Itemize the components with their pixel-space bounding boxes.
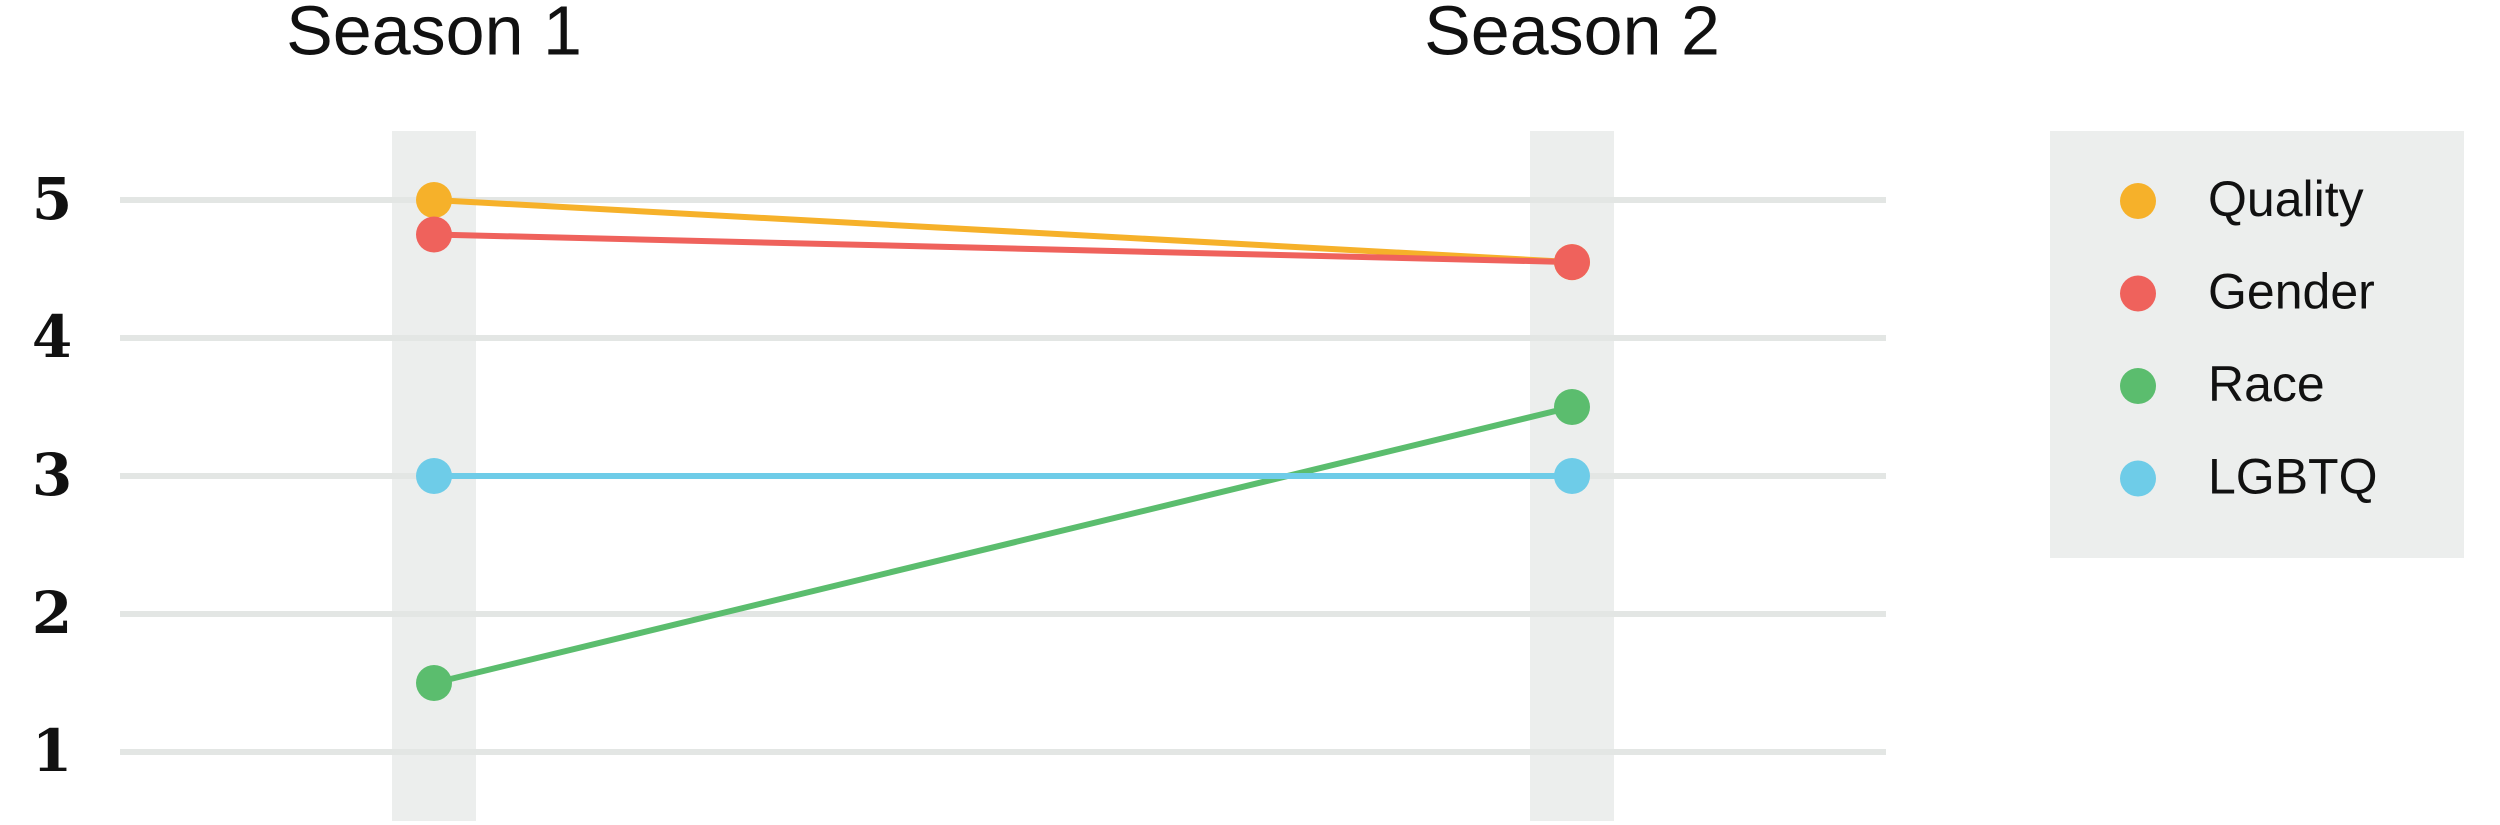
y-tick-label: 2: [32, 579, 72, 647]
legend-swatch: [2120, 183, 2156, 219]
y-tick-label: 5: [32, 165, 72, 233]
legend-swatch: [2120, 368, 2156, 404]
data-point: [416, 216, 452, 253]
data-point: [1554, 389, 1590, 425]
legend: Quality Gender Race LGBTQ: [2050, 131, 2464, 558]
category-label: Season 1: [286, 0, 582, 69]
data-point: [1554, 244, 1590, 281]
series-line: [433, 231, 1573, 266]
y-tick-label: 4: [32, 303, 72, 371]
legend-label: Gender: [2208, 264, 2375, 320]
series-line: [433, 404, 1573, 686]
category-label: Season 2: [1424, 0, 1720, 69]
data-point: [416, 458, 452, 494]
data-point: [416, 182, 452, 218]
legend-label: Race: [2208, 356, 2325, 412]
series-lines: [433, 197, 1573, 686]
series-line: [433, 197, 1573, 266]
y-tick-label: 3: [32, 441, 72, 509]
y-tick-label: 1: [32, 717, 72, 785]
legend-swatch: [2120, 460, 2156, 497]
data-point: [416, 665, 452, 701]
data-point: [1554, 458, 1590, 494]
series-points: [416, 182, 1590, 701]
legend-swatch: [2120, 275, 2156, 312]
legend-label: LGBTQ: [2208, 449, 2377, 505]
legend-label: Quality: [2208, 171, 2364, 227]
legend-box: [2050, 131, 2464, 558]
